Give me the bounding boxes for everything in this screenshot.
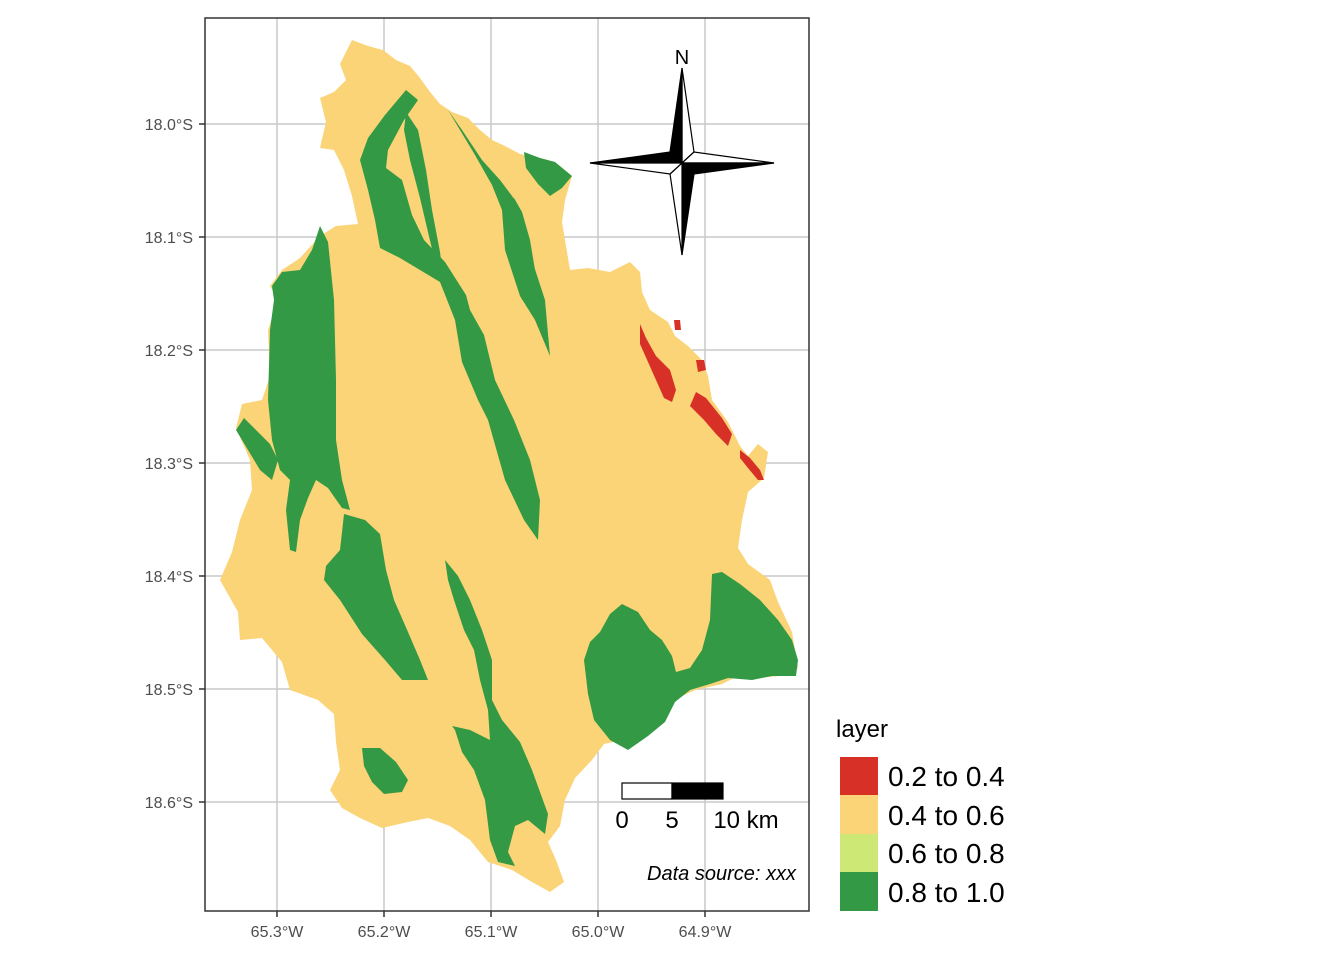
y-tick-label: 18.2°S (145, 343, 193, 360)
green-patch-northeast (524, 152, 572, 196)
north-arrow-icon (589, 67, 775, 256)
red-speck-east-2 (696, 360, 706, 372)
y-tick-label: 18.3°S (145, 456, 193, 473)
x-tick-label: 64.9°W (679, 924, 733, 941)
green-strip-northwest (360, 90, 540, 540)
x-tick-label: 65.0°W (572, 924, 626, 941)
axis-ticks (199, 123, 706, 917)
x-axis-labels: 65.3°W 65.2°W 65.1°W 65.0°W 64.9°W (251, 924, 733, 941)
north-arrow-e-bottom (680, 162, 775, 175)
red-speck-east-1 (674, 320, 681, 330)
green-patch-south-small (362, 748, 408, 794)
red-strip-east-2 (690, 392, 732, 446)
legend-label: 0.2 to 0.4 (888, 761, 1005, 792)
y-tick-label: 18.4°S (145, 569, 193, 586)
scale-bar-segment-white (621, 782, 673, 800)
panel-border (204, 17, 810, 912)
green-patch-far-west (236, 418, 278, 480)
legend-title: layer (836, 716, 888, 743)
green-patch-southeast (584, 572, 798, 750)
scale-bar-segment-black (671, 782, 724, 800)
regions-class-0-2-to-0-4 (640, 320, 764, 480)
green-strip-north-loop (404, 112, 442, 268)
north-arrow-w-bottom (589, 162, 684, 175)
green-strip-southwest (324, 514, 428, 680)
legend-label: 0.8 to 1.0 (888, 877, 1005, 908)
legend-label: 0.4 to 0.6 (888, 800, 1005, 831)
legend-swatch (840, 834, 878, 872)
scale-bar-label-10km: 10 km (713, 807, 778, 834)
legend-swatch (840, 757, 878, 795)
green-strip-south-center (445, 560, 548, 866)
x-tick-label: 65.2°W (358, 924, 412, 941)
green-strip-north-inner (514, 198, 535, 300)
regions-class-0-8-to-1-0 (236, 90, 798, 866)
y-axis-labels: 18.0°S 18.1°S 18.2°S 18.3°S 18.4°S 18.5°… (145, 117, 193, 812)
green-strip-west (268, 226, 350, 552)
y-tick-label: 18.6°S (145, 795, 193, 812)
legend-label: 0.6 to 0.8 (888, 838, 1005, 869)
legend: layer 0.2 to 0.4 0.4 to 0.6 0.6 to 0.8 0… (836, 716, 1005, 911)
red-strip-east-3 (740, 450, 764, 480)
data-source-caption: Data source: xxx (647, 863, 797, 885)
scale-bar-label-5: 5 (665, 807, 678, 834)
legend-swatch (840, 795, 878, 834)
y-tick-label: 18.0°S (145, 117, 193, 134)
scale-bar: 0 5 10 km (615, 782, 779, 834)
legend-swatch (840, 872, 878, 911)
x-tick-label: 65.1°W (465, 924, 519, 941)
y-tick-label: 18.1°S (145, 230, 193, 247)
north-arrow-label: N (675, 47, 689, 69)
red-strip-east-1 (640, 324, 676, 402)
x-tick-label: 65.3°W (251, 924, 305, 941)
scale-bar-label-0: 0 (615, 807, 628, 834)
y-tick-label: 18.5°S (145, 682, 193, 699)
